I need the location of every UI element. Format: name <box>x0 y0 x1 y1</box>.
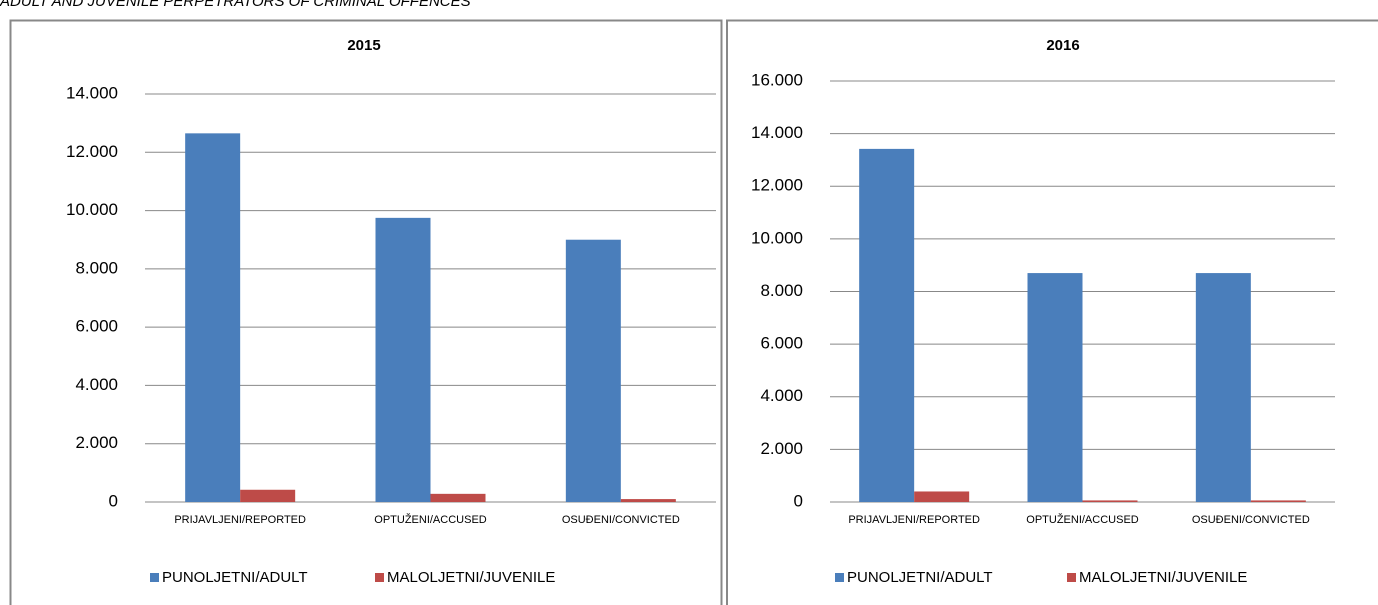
y-tick-label: 12.000 <box>751 176 803 195</box>
y-tick-label: 16.000 <box>751 70 803 89</box>
legend-label: MALOLJETNI/JUVENILE <box>387 569 555 586</box>
panel-frame <box>9 19 723 605</box>
bar <box>185 133 241 503</box>
x-tick-label: OPTUŽENI/ACCUSED <box>374 513 487 526</box>
bar <box>1195 273 1251 502</box>
y-tick-label: 4.000 <box>760 386 803 405</box>
y-tick-label: 0 <box>794 491 803 510</box>
y-tick-label: 12.000 <box>66 142 118 161</box>
x-tick-label: OPTUŽENI/ACCUSED <box>1026 513 1139 526</box>
bar <box>240 489 296 502</box>
legend-swatch <box>1067 573 1076 582</box>
bar <box>1250 500 1306 502</box>
legend-label: PUNOLJETNI/ADULT <box>162 569 308 586</box>
y-tick-label: 14.000 <box>751 123 803 142</box>
y-tick-label: 6.000 <box>75 317 118 336</box>
bar <box>859 148 915 503</box>
chart-title: 2016 <box>1046 37 1079 54</box>
x-tick-label: OSUĐENI/CONVICTED <box>1192 514 1310 526</box>
bar <box>914 491 970 502</box>
legend-label: PUNOLJETNI/ADULT <box>847 569 993 586</box>
legend-swatch <box>150 573 159 582</box>
caption: ADULT AND JUVENILE PERPETRATORS OF CRIMI… <box>0 0 471 10</box>
panel-frame <box>726 19 1378 605</box>
bar <box>375 217 431 502</box>
y-tick-label: 2.000 <box>75 433 118 452</box>
legend-label: MALOLJETNI/JUVENILE <box>1079 569 1247 586</box>
y-tick-label: 4.000 <box>75 375 118 394</box>
y-tick-label: 8.000 <box>75 258 118 277</box>
bar <box>620 499 676 502</box>
y-tick-label: 10.000 <box>751 228 803 247</box>
y-tick-label: 14.000 <box>66 83 118 102</box>
chart-title: 2015 <box>347 37 380 54</box>
bar <box>1027 273 1083 502</box>
y-tick-label: 2.000 <box>760 439 803 458</box>
y-tick-label: 8.000 <box>760 281 803 300</box>
legend-swatch <box>375 573 384 582</box>
x-tick-label: PRIJAVLJENI/REPORTED <box>174 514 306 526</box>
x-tick-label: OSUĐENI/CONVICTED <box>562 514 680 526</box>
y-tick-label: 10.000 <box>66 200 118 219</box>
y-tick-label: 0 <box>109 491 118 510</box>
bar <box>1082 500 1138 502</box>
bar <box>565 239 621 502</box>
x-tick-label: PRIJAVLJENI/REPORTED <box>848 514 980 526</box>
y-tick-label: 6.000 <box>760 334 803 353</box>
legend-swatch <box>835 573 844 582</box>
bar <box>430 493 486 502</box>
